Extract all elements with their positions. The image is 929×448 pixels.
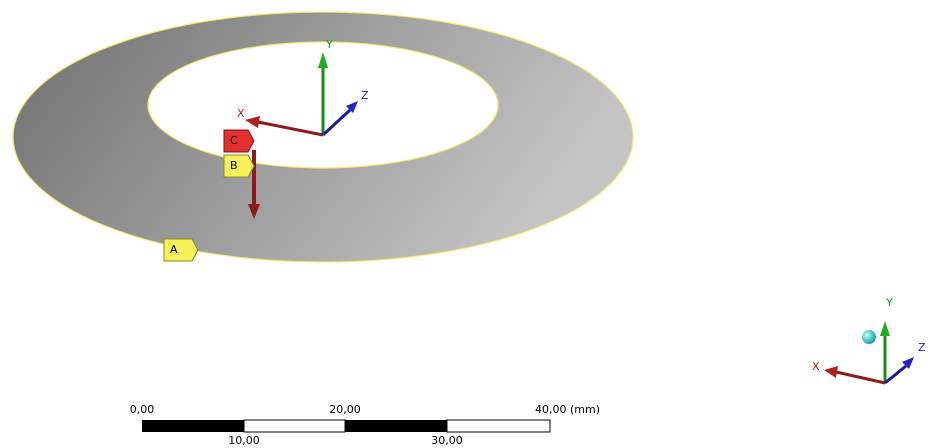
marker-label: C	[230, 134, 238, 147]
mini-triad: Y X Z	[812, 296, 926, 383]
marker-label: B	[230, 159, 238, 172]
axis-label: X	[812, 360, 820, 373]
scale-label: 30,00	[431, 434, 463, 447]
axis-label: Z	[918, 341, 926, 354]
scale-bar: 0,00 20,00 40,00 (mm) 10,00 30,00	[130, 403, 600, 447]
scale-label: 40,00 (mm)	[535, 403, 600, 416]
axis-label: Z	[361, 89, 369, 102]
marker-a: A	[164, 239, 198, 261]
axis-label: Y	[885, 296, 893, 309]
axis-label: X	[237, 107, 245, 120]
marker-b: B	[224, 155, 254, 177]
ring-body	[13, 12, 633, 262]
marker-label: A	[170, 243, 178, 256]
triad: Y X Z	[237, 38, 369, 135]
marker-c: C	[224, 130, 254, 152]
scale-label: 20,00	[329, 403, 361, 416]
scale-label: 0,00	[130, 403, 155, 416]
viewport: Y X Z C B A Y X Z 0,00 20,00 40,00 (	[0, 0, 929, 448]
axis-label: Y	[325, 38, 333, 51]
scale-label: 10,00	[228, 434, 260, 447]
